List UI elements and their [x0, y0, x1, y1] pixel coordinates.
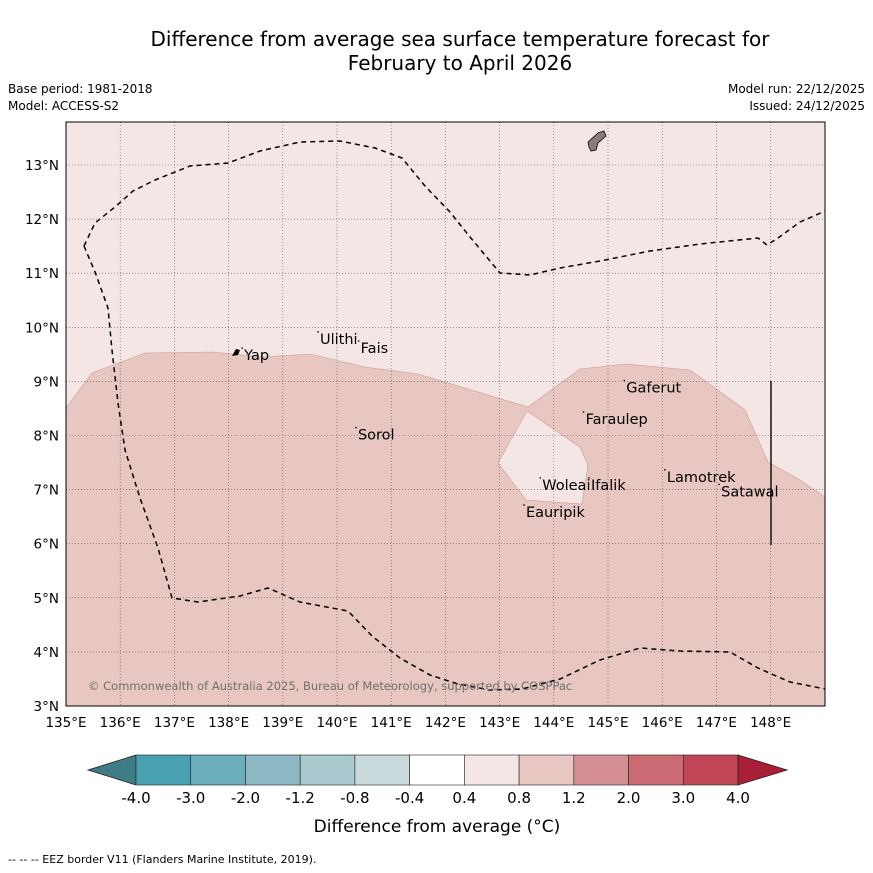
- colorbar-tick-label: -3.0: [176, 789, 205, 807]
- guam-island: [587, 130, 607, 152]
- latitude-tick-label: 10°N: [25, 320, 59, 336]
- longitude-tick-label: 145°E: [587, 715, 628, 731]
- island-marker: [355, 426, 357, 429]
- copyright-notice: © Commonwealth of Australia 2025, Bureau…: [88, 679, 572, 693]
- island-marker: [588, 477, 590, 479]
- latitude-tick-label: 4°N: [34, 645, 59, 661]
- issued-date: Issued: 24/12/2025: [749, 99, 865, 113]
- model-run: Model run: 22/12/2025: [727, 82, 865, 96]
- colorbar-segment: [518, 754, 575, 786]
- colorbar-segment: [628, 754, 684, 786]
- graticule: [66, 122, 825, 706]
- colorbar-segment: [190, 754, 246, 786]
- longitude-tick-label: 138°E: [208, 715, 249, 731]
- island-marker: [623, 379, 626, 382]
- latitude-tick-label: 8°N: [34, 429, 59, 445]
- longitude-tick-label: 136°E: [100, 715, 141, 731]
- latitude-tick-label: 9°N: [34, 374, 59, 390]
- island-marker: [317, 331, 319, 333]
- latitude-tick-label: 3°N: [34, 699, 59, 715]
- colorbar-tick-label: 3.0: [671, 789, 695, 807]
- place-label: Ulithi: [320, 332, 358, 348]
- colorbar-extend-high: [737, 754, 789, 786]
- island-marker: [357, 340, 360, 342]
- colorbar-segment: [299, 754, 356, 786]
- place-label: Faraulep: [586, 412, 648, 428]
- latitude-tick-label: 7°N: [34, 483, 59, 499]
- colorbar-segment: [354, 754, 410, 786]
- anomaly-region-0.8-1.2: [66, 351, 825, 706]
- map-title-line-2: February to April 2026: [347, 51, 573, 75]
- colorbar-segment: [573, 754, 629, 786]
- model-name: Model: ACCESS-S2: [8, 99, 120, 113]
- place-label: Lamotrek: [667, 470, 736, 486]
- yap-island: [232, 349, 240, 356]
- longitude-tick-label: 135°E: [45, 715, 86, 731]
- colorbar-tick-label: 1.2: [562, 789, 586, 807]
- colorbar-tick-label: 0.8: [507, 789, 531, 807]
- colorbar-tick-label: 4.0: [726, 789, 750, 807]
- island-marker: [241, 347, 243, 349]
- colorbar-segment: [135, 754, 192, 786]
- colorbar-segment: [245, 754, 301, 786]
- longitude-tick-label: 140°E: [316, 715, 357, 731]
- latitude-tick-label: 12°N: [25, 212, 59, 228]
- eez-border-line: [83, 140, 826, 276]
- place-label: Satawal: [721, 484, 778, 500]
- colorbar-tick-label: -0.4: [395, 789, 424, 807]
- longitude-tick-label: 148°E: [750, 715, 791, 731]
- colorbar-tick-label: -1.2: [286, 789, 315, 807]
- colorbar-tick-label: -4.0: [121, 789, 150, 807]
- map-title-line-1: Difference from average sea surface temp…: [150, 27, 770, 51]
- island-marker: [539, 477, 542, 479]
- colorbar-tick-label: -0.8: [340, 789, 369, 807]
- map-frame: [65, 121, 826, 707]
- longitude-tick-label: 146°E: [642, 715, 683, 731]
- longitude-tick-label: 143°E: [479, 715, 520, 731]
- colorbar-extend-low: [86, 754, 137, 786]
- island-marker: [582, 411, 585, 413]
- place-label: Ifalik: [591, 478, 626, 494]
- place-label: Fais: [361, 341, 388, 357]
- colorbar-tick-label: -2.0: [231, 789, 260, 807]
- colorbar-segment: [409, 754, 465, 786]
- island-marker: [523, 504, 525, 506]
- colorbar: -4.0 -3.0 -2.0 -1.2 -0.8 -0.4 0.4 0.8 1.2 2.0 3.0 4…: [86, 754, 789, 807]
- anomaly-region-0.4-0.8-pocket: [497, 410, 589, 505]
- longitude-tick-label: 137°E: [154, 715, 195, 731]
- place-label: Gaferut: [626, 381, 681, 397]
- island-marker: [664, 468, 666, 471]
- base-period: Base period: 1981-2018: [8, 82, 153, 96]
- latitude-tick-label: 5°N: [34, 591, 59, 607]
- longitude-tick-label: 144°E: [533, 715, 574, 731]
- longitude-tick-label: 139°E: [262, 715, 303, 731]
- latitude-tick-label: 6°N: [34, 537, 59, 553]
- place-label: Sorol: [358, 428, 395, 444]
- eez-legend-footer: -- -- -- EEZ border V11 (Flanders Marine…: [8, 853, 317, 866]
- latitude-tick-label: 11°N: [25, 266, 59, 282]
- longitude-tick-label: 142°E: [425, 715, 466, 731]
- colorbar-segment: [682, 754, 739, 786]
- longitude-tick-label: 147°E: [696, 715, 737, 731]
- axis-labels: 135°E 136°E 137°E 138°E 139°E 140°E 141°E 142°E…: [25, 158, 791, 731]
- latitude-tick-label: 13°N: [25, 158, 59, 174]
- colorbar-segment: [464, 754, 520, 786]
- colorbar-tick-label: 2.0: [617, 789, 641, 807]
- island-marker: [718, 483, 720, 486]
- place-label: Yap: [243, 348, 269, 364]
- longitude-tick-label: 141°E: [371, 715, 412, 731]
- place-label: Eauripik: [526, 505, 585, 521]
- place-label: Woleai: [542, 478, 590, 494]
- colorbar-tick-label: 0.4: [452, 789, 476, 807]
- colorbar-label: Difference from average (°C): [314, 817, 561, 837]
